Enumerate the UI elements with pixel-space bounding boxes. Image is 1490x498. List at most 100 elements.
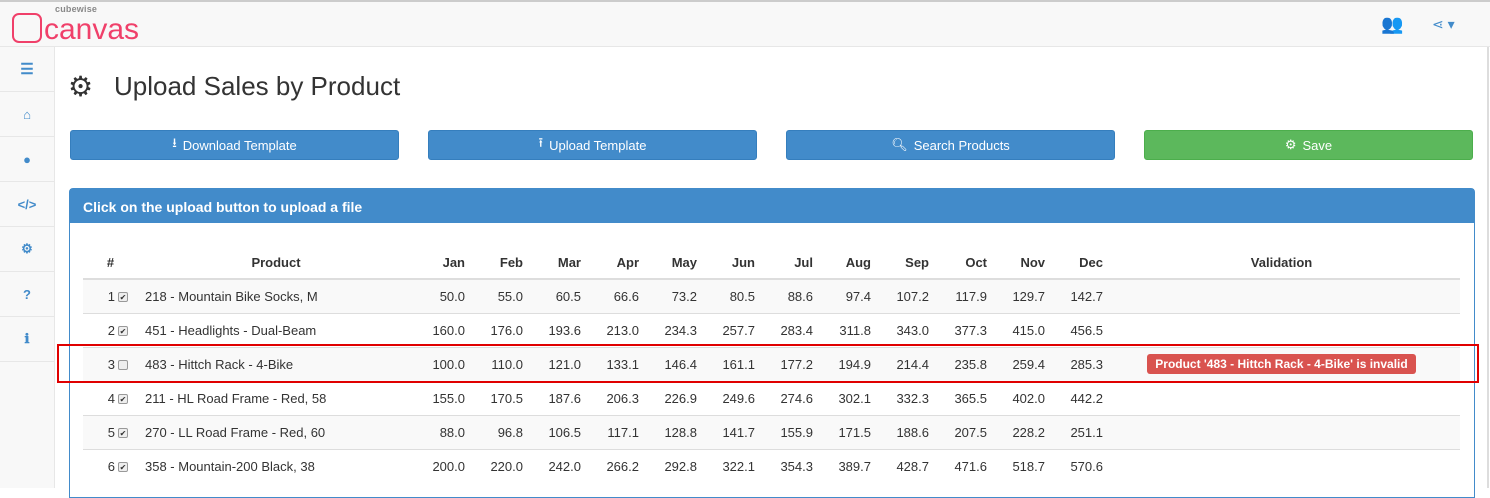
month-value-cell: 235.8	[937, 346, 995, 381]
sidebar-item-home[interactable]: ⌂	[0, 92, 54, 137]
month-value-cell: 194.9	[821, 346, 879, 381]
upload-label: Upload Template	[549, 137, 647, 153]
row-number: 6	[107, 458, 115, 474]
question-icon: ?	[23, 286, 31, 302]
month-value-cell: 106.5	[531, 414, 589, 449]
month-value-cell: 257.7	[705, 312, 763, 347]
month-value-cell: 117.1	[589, 414, 647, 449]
bars-icon: ☰	[20, 61, 34, 78]
month-value-cell: 456.5	[1053, 312, 1111, 347]
month-value-cell: 55.0	[473, 278, 531, 313]
row-number: 4	[107, 390, 115, 406]
validation-cell	[1111, 414, 1460, 449]
sidebar-item-code[interactable]: </>	[0, 182, 54, 227]
logo-brand: canvas	[44, 13, 140, 46]
column-header: May	[647, 246, 705, 280]
logo-brand-small: cubewise	[55, 4, 98, 14]
month-value-cell: 155.0	[415, 380, 473, 415]
product-cell: 211 - HL Road Frame - Red, 58	[138, 380, 415, 415]
row-checkbox[interactable]: ✔	[118, 394, 128, 405]
table-row: 2 ✔ 451 - Headlights - Dual-Beam 160.0 176.0…	[83, 312, 1460, 347]
month-value-cell: 171.5	[821, 414, 879, 449]
month-value-cell: 88.0	[415, 414, 473, 449]
month-value-cell: 60.5	[531, 278, 589, 313]
month-value-cell: 80.5	[705, 278, 763, 313]
sales-table: # Product Jan Feb Mar Apr May Jun Jul Aug Sep Oct No…	[83, 246, 1460, 483]
month-value-cell: 302.1	[821, 380, 879, 415]
upload-template-button[interactable]: ⭱ Upload Template	[428, 130, 757, 160]
row-checkbox[interactable]: ✔	[118, 428, 128, 439]
month-value-cell: 110.0	[473, 346, 531, 381]
validation-cell	[1111, 448, 1460, 483]
month-value-cell: 428.7	[879, 448, 937, 483]
month-value-cell: 251.1	[1053, 414, 1111, 449]
month-value-cell: 117.9	[937, 278, 995, 313]
month-value-cell: 332.3	[879, 380, 937, 415]
validation-cell	[1111, 312, 1460, 347]
sidebar-item-info[interactable]: ℹ	[0, 317, 54, 362]
page-header: ⚙ Upload Sales by Product	[68, 70, 400, 103]
month-value-cell: 415.0	[995, 312, 1053, 347]
row-number: 1	[107, 288, 115, 304]
row-checkbox[interactable]	[118, 360, 128, 371]
product-cell: 483 - Hittch Rack - 4-Bike	[138, 346, 415, 381]
table-row: 3 483 - Hittch Rack - 4-Bike 100.0 110.0 121…	[83, 346, 1460, 381]
cogs-icon: ⚙	[21, 241, 33, 256]
product-cell: 451 - Headlights - Dual-Beam	[138, 312, 415, 347]
month-value-cell: 73.2	[647, 278, 705, 313]
sidebar-item-cogs[interactable]: ⚙	[0, 227, 54, 272]
row-number-cell: 3	[83, 346, 138, 381]
top-navbar: cubewise canvas 👥 ⋖ ▾	[0, 0, 1490, 47]
table-row: 1 ✔ 218 - Mountain Bike Socks, M 50.0 55.0 60…	[83, 278, 1460, 313]
month-value-cell: 187.6	[531, 380, 589, 415]
month-value-cell: 128.8	[647, 414, 705, 449]
month-value-cell: 207.5	[937, 414, 995, 449]
sidebar-item-question[interactable]: ?	[0, 272, 54, 317]
users-icon[interactable]: 👥	[1381, 14, 1404, 34]
validation-cell	[1111, 380, 1460, 415]
row-number-cell: 5 ✔	[83, 414, 138, 449]
month-value-cell: 176.0	[473, 312, 531, 347]
month-value-cell: 96.8	[473, 414, 531, 449]
month-value-cell: 146.4	[647, 346, 705, 381]
canvas-logo[interactable]: cubewise canvas	[10, 4, 150, 46]
row-number-cell: 1 ✔	[83, 278, 138, 313]
row-checkbox[interactable]: ✔	[118, 462, 128, 473]
month-value-cell: 471.6	[937, 448, 995, 483]
save-button[interactable]: ⚙ Save	[1144, 130, 1473, 160]
upload-panel: Click on the upload button to upload a f…	[69, 188, 1475, 498]
info-icon: ℹ	[24, 331, 30, 346]
row-number: 3	[107, 356, 115, 372]
sidebar-item-bars[interactable]: ☰	[0, 47, 54, 92]
row-checkbox[interactable]: ✔	[118, 326, 128, 337]
validation-cell	[1111, 278, 1460, 313]
month-value-cell: 292.8	[647, 448, 705, 483]
month-value-cell: 322.1	[705, 448, 763, 483]
table-row: 5 ✔ 270 - LL Road Frame - Red, 60 88.0 96.8 1…	[83, 414, 1460, 449]
search-products-button[interactable]: 🔍︎ Search Products	[786, 130, 1115, 160]
month-value-cell: 121.0	[531, 346, 589, 381]
month-value-cell: 133.1	[589, 346, 647, 381]
code-icon: </>	[17, 196, 37, 212]
month-value-cell: 193.6	[531, 312, 589, 347]
month-value-cell: 402.0	[995, 380, 1053, 415]
month-value-cell: 343.0	[879, 312, 937, 347]
share-icon[interactable]: ⋖ ▾	[1432, 16, 1455, 32]
month-value-cell: 266.2	[589, 448, 647, 483]
table-row: 4 ✔ 211 - HL Road Frame - Red, 58 155.0 170.…	[83, 380, 1460, 415]
month-value-cell: 160.0	[415, 312, 473, 347]
column-header: Jul	[763, 246, 821, 280]
row-checkbox[interactable]: ✔	[118, 292, 128, 303]
cog-icon: ⚙	[1284, 137, 1297, 152]
sidebar-item-globe[interactable]: ●	[0, 137, 54, 182]
month-value-cell: 177.2	[763, 346, 821, 381]
column-header: Jun	[705, 246, 763, 280]
row-number-cell: 2 ✔	[83, 312, 138, 347]
month-value-cell: 365.5	[937, 380, 995, 415]
row-number-cell: 4 ✔	[83, 380, 138, 415]
month-value-cell: 249.6	[705, 380, 763, 415]
month-value-cell: 141.7	[705, 414, 763, 449]
column-header: #	[83, 246, 138, 280]
download-template-button[interactable]: ⭳ Download Template	[70, 130, 399, 160]
month-value-cell: 50.0	[415, 278, 473, 313]
